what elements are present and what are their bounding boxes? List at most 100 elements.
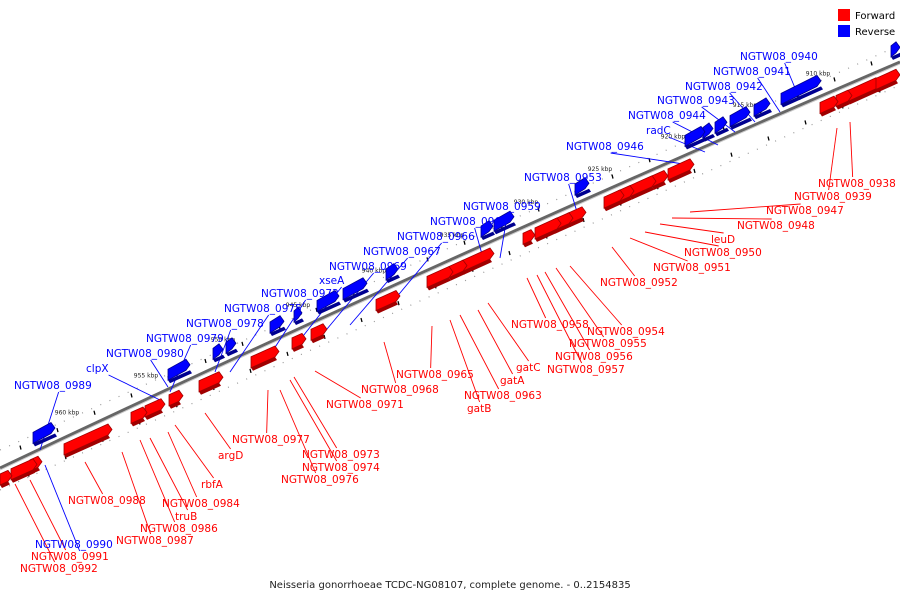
reverse-gene-label[interactable]: NGTW08_0989: [14, 380, 92, 392]
gene-body: [426, 265, 454, 289]
scale-tick-mark: [19, 445, 22, 450]
reverse-gene-label[interactable]: NGTW08_0946: [566, 141, 644, 153]
forward-gene-label[interactable]: NGTW08_0987: [116, 535, 194, 547]
forward-gene-label[interactable]: gatB: [467, 403, 491, 415]
reverse-gene-arrow[interactable]: [32, 421, 57, 447]
forward-gene-arrow[interactable]: [603, 189, 625, 212]
forward-gene-label[interactable]: NGTW08_0950: [684, 247, 762, 259]
forward-gene-label[interactable]: rbfA: [201, 479, 224, 491]
reverse-gene-label[interactable]: NGTW08_0972: [261, 288, 339, 300]
forward-gene-label[interactable]: NGTW08_0963: [464, 390, 542, 402]
forward-gene-label[interactable]: gatA: [500, 375, 525, 387]
reverse-gene-arrow[interactable]: [342, 277, 369, 303]
forward-leader-line: [671, 217, 772, 220]
forward-gene-arrow[interactable]: [522, 229, 536, 248]
reverse-gene-label[interactable]: NGTW08_0978: [186, 318, 264, 330]
forward-gene-label[interactable]: NGTW08_0986: [140, 523, 218, 535]
reverse-gene-arrow[interactable]: [269, 315, 286, 336]
reverse-gene-label[interactable]: NGTW08_0980: [106, 348, 184, 360]
forward-gene-arrow[interactable]: [10, 458, 38, 483]
forward-gene-arrow[interactable]: [144, 398, 166, 420]
forward-gene-arrow[interactable]: [198, 371, 224, 395]
forward-leader-line: [849, 121, 854, 178]
forward-gene-arrow[interactable]: [310, 323, 328, 344]
reverse-gene-arrow[interactable]: [385, 263, 400, 283]
reverse-gene-arrow[interactable]: [574, 177, 591, 198]
forward-gene-label[interactable]: NGTW08_0984: [162, 498, 240, 510]
forward-gene-label[interactable]: NGTW08_0992: [20, 563, 98, 575]
forward-gene-label[interactable]: NGTW08_0976: [281, 474, 359, 486]
forward-gene-arrow[interactable]: [130, 406, 148, 427]
forward-gene-label[interactable]: leuD: [711, 234, 735, 246]
forward-gene-arrow[interactable]: [667, 158, 695, 183]
reverse-gene-label[interactable]: NGTW08_0967: [363, 246, 441, 258]
reverse-gene-arrow[interactable]: [890, 41, 900, 60]
reverse-gene-arrow[interactable]: [167, 358, 192, 384]
forward-gene-arrow[interactable]: [291, 332, 307, 352]
forward-leader-line: [204, 412, 231, 450]
reverse-gene-arrow[interactable]: [480, 220, 495, 241]
reverse-gene-label[interactable]: NGTW08_0969: [329, 261, 407, 273]
reverse-gene-label[interactable]: NGTW08_0990: [35, 539, 113, 551]
reverse-gene-label[interactable]: NGTW08_0959: [463, 201, 541, 213]
reverse-gene-label[interactable]: NGTW08_0940: [740, 51, 818, 63]
reverse-gene-arrow[interactable]: [225, 337, 238, 357]
reverse-gene-label[interactable]: NGTW08_0953: [524, 172, 602, 184]
forward-gene-label[interactable]: NGTW08_0974: [302, 462, 380, 474]
forward-gene-label[interactable]: NGTW08_0956: [555, 351, 633, 363]
reverse-gene-arrow[interactable]: [316, 290, 341, 315]
reverse-gene-label[interactable]: xseA: [319, 275, 345, 287]
forward-gene-label[interactable]: NGTW08_0971: [326, 399, 404, 411]
forward-gene-arrow[interactable]: [875, 68, 900, 93]
forward-gene-arrow[interactable]: [0, 469, 13, 488]
forward-gene-arrow[interactable]: [426, 265, 454, 291]
gene-body: [310, 323, 328, 341]
forward-gene-label[interactable]: NGTW08_0968: [361, 384, 439, 396]
reverse-gene-label[interactable]: clpX: [86, 363, 109, 375]
reverse-gene-arrow[interactable]: [714, 116, 729, 137]
forward-gene-label[interactable]: NGTW08_0991: [31, 551, 109, 563]
reverse-gene-label[interactable]: NGTW08_0960: [430, 216, 508, 228]
gene-shade: [848, 88, 878, 105]
forward-gene-label[interactable]: NGTW08_0948: [737, 220, 815, 232]
reverse-gene-label[interactable]: NGTW08_0966: [397, 231, 475, 243]
forward-gene-label[interactable]: NGTW08_0988: [68, 495, 146, 507]
forward-gene-arrow[interactable]: [63, 423, 113, 458]
reverse-gene-label[interactable]: NGTW08_0943: [657, 95, 735, 107]
forward-gene-label[interactable]: NGTW08_0939: [794, 191, 872, 203]
reverse-gene-label[interactable]: NGTW08_0979: [146, 333, 224, 345]
reverse-gene-label[interactable]: radC: [646, 125, 671, 137]
forward-gene-label[interactable]: NGTW08_0952: [600, 277, 678, 289]
forward-gene-label[interactable]: NGTW08_0973: [302, 449, 380, 461]
forward-gene-label[interactable]: truB: [175, 511, 197, 523]
reverse-gene-arrow[interactable]: [780, 74, 823, 108]
reverse-gene-arrow[interactable]: [729, 106, 752, 130]
reverse-gene-arrow[interactable]: [753, 97, 772, 120]
forward-gene-label[interactable]: NGTW08_0955: [569, 338, 647, 350]
forward-gene-arrow[interactable]: [168, 389, 184, 409]
reverse-gene-label[interactable]: NGTW08_0944: [628, 110, 706, 122]
reverse-gene-arrow[interactable]: [212, 343, 225, 363]
forward-gene-label[interactable]: NGTW08_0957: [547, 364, 625, 376]
forward-gene-label[interactable]: NGTW08_0958: [511, 319, 589, 331]
forward-gene-label[interactable]: NGTW08_0938: [818, 178, 896, 190]
reverse-gene-label[interactable]: NGTW08_0942: [685, 81, 763, 93]
forward-gene-label[interactable]: NGTW08_0977: [232, 434, 310, 446]
forward-leader-line: [29, 479, 67, 551]
forward-gene-label[interactable]: NGTW08_0947: [766, 205, 844, 217]
reverse-gene-arrow[interactable]: [293, 306, 304, 325]
reverse-gene-arrow[interactable]: [493, 210, 516, 235]
forward-gene-arrow[interactable]: [819, 95, 839, 117]
reverse-gene-arrow[interactable]: [684, 125, 707, 150]
reverse-gene-label[interactable]: NGTW08_0941: [713, 66, 791, 78]
forward-gene-arrow[interactable]: [375, 290, 401, 314]
reverse-gene-label[interactable]: NGTW08_0975: [224, 303, 302, 315]
forward-gene-label[interactable]: gatC: [516, 362, 541, 374]
forward-gene-label[interactable]: NGTW08_0951: [653, 262, 731, 274]
forward-gene-arrow[interactable]: [250, 345, 280, 371]
forward-gene-label[interactable]: argD: [218, 450, 243, 462]
forward-gene-arrow[interactable]: [534, 217, 562, 242]
forward-gene-label[interactable]: NGTW08_0965: [396, 369, 474, 381]
scale-tick-mark: [611, 174, 614, 179]
forward-gene-label[interactable]: NGTW08_0954: [587, 326, 665, 338]
